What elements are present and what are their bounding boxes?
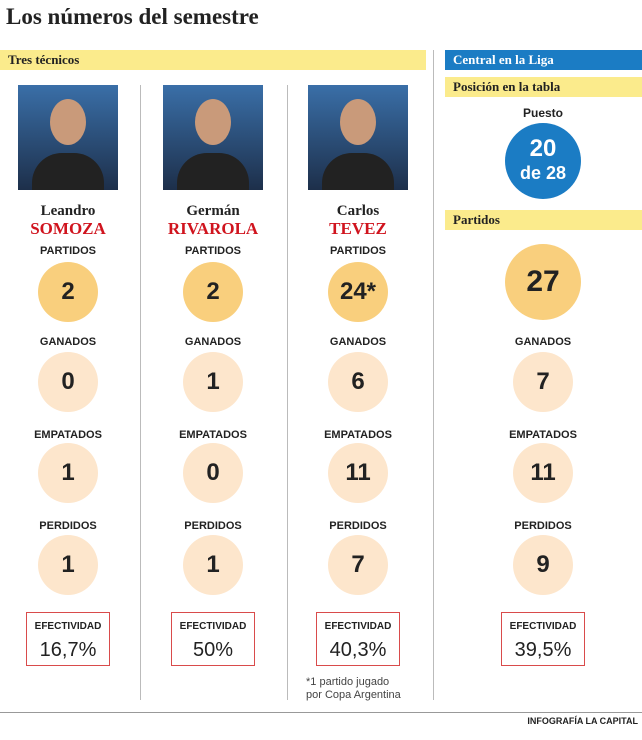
footer-rule (0, 712, 642, 713)
efectividad-value: 16,7% (39, 639, 97, 661)
efectividad-value: 39,5% (514, 639, 572, 661)
stat-circle: 7 (328, 535, 388, 595)
last-name: RIVAROLA (167, 219, 259, 238)
position-of: de 28 (519, 163, 567, 183)
position-value: 20 (529, 135, 557, 162)
photo-body (177, 153, 249, 190)
efectividad-label: EFECTIVIDAD (509, 621, 577, 632)
stat-circle: 9 (513, 535, 573, 595)
coach-photo (18, 85, 118, 190)
credit: INFOGRAFÍA LA CAPITAL (527, 716, 638, 726)
photo-body (32, 153, 104, 190)
stat-label: PARTIDOS (39, 245, 97, 257)
stat-circle: 2 (183, 262, 243, 322)
last-name: SOMOZA (30, 219, 106, 238)
stat-circle: 0 (38, 352, 98, 412)
stat-label: GANADOS (184, 336, 242, 348)
stat-circle: 1 (183, 352, 243, 412)
stat-label: PERDIDOS (329, 520, 387, 532)
stat-label: EMPATADOS (34, 429, 102, 441)
efectividad-label: EFECTIVIDAD (179, 621, 247, 632)
stat-circle: 1 (38, 443, 98, 503)
photo-head (340, 99, 376, 145)
section-header: Tres técnicos (0, 50, 426, 70)
efectividad-box: EFECTIVIDAD 50% (171, 612, 255, 666)
efectividad-label: EFECTIVIDAD (324, 621, 392, 632)
stat-circle: 2 (38, 262, 98, 322)
stat-label: PERDIDOS (514, 520, 572, 532)
stat-label: PARTIDOS (184, 245, 242, 257)
stat-circle: 6 (328, 352, 388, 412)
first-name: Germán (186, 203, 240, 219)
coach-photo (163, 85, 263, 190)
coach-photo (308, 85, 408, 190)
last-name: TEVEZ (329, 219, 387, 238)
sub-header: Posición en la tabla (445, 77, 642, 97)
stat-circle: 24* (328, 262, 388, 322)
stat-label: EMPATADOS (324, 429, 392, 441)
efectividad-label: EFECTIVIDAD (34, 621, 102, 632)
stat-label: EMPATADOS (179, 429, 247, 441)
first-name: Carlos (336, 203, 380, 219)
efectividad-box: EFECTIVIDAD 16,7% (26, 612, 110, 666)
stat-circle: 11 (328, 443, 388, 503)
stat-circle: 7 (513, 352, 573, 412)
efectividad-box: EFECTIVIDAD 40,3% (316, 612, 400, 666)
stat-label: GANADOS (514, 336, 572, 348)
stat-circle: 0 (183, 443, 243, 503)
stat-circle: 1 (183, 535, 243, 595)
efectividad-value: 50% (192, 639, 234, 661)
stat-circle: 27 (505, 244, 581, 320)
position-label: Puesto (522, 106, 564, 120)
stat-label: GANADOS (39, 336, 97, 348)
footnote: por Copa Argentina (306, 689, 401, 701)
stat-circle: 11 (513, 443, 573, 503)
position-circle: 20 de 28 (505, 123, 581, 199)
efectividad-value: 40,3% (329, 639, 387, 661)
separator (287, 85, 288, 700)
section-header: Central en la Liga (445, 50, 642, 70)
stat-label: GANADOS (329, 336, 387, 348)
photo-head (50, 99, 86, 145)
stat-label: EMPATADOS (509, 429, 577, 441)
photo-body (322, 153, 394, 190)
stat-label: PERDIDOS (39, 520, 97, 532)
separator (140, 85, 141, 700)
sub-header: Partidos (445, 210, 642, 230)
separator (433, 50, 434, 700)
stat-circle: 1 (38, 535, 98, 595)
stat-label: PARTIDOS (329, 245, 387, 257)
efectividad-box: EFECTIVIDAD 39,5% (501, 612, 585, 666)
first-name: Leandro (40, 203, 96, 219)
page-title: Los números del semestre (6, 4, 259, 29)
footnote: *1 partido jugado (306, 676, 390, 688)
stat-label: PERDIDOS (184, 520, 242, 532)
photo-head (195, 99, 231, 145)
